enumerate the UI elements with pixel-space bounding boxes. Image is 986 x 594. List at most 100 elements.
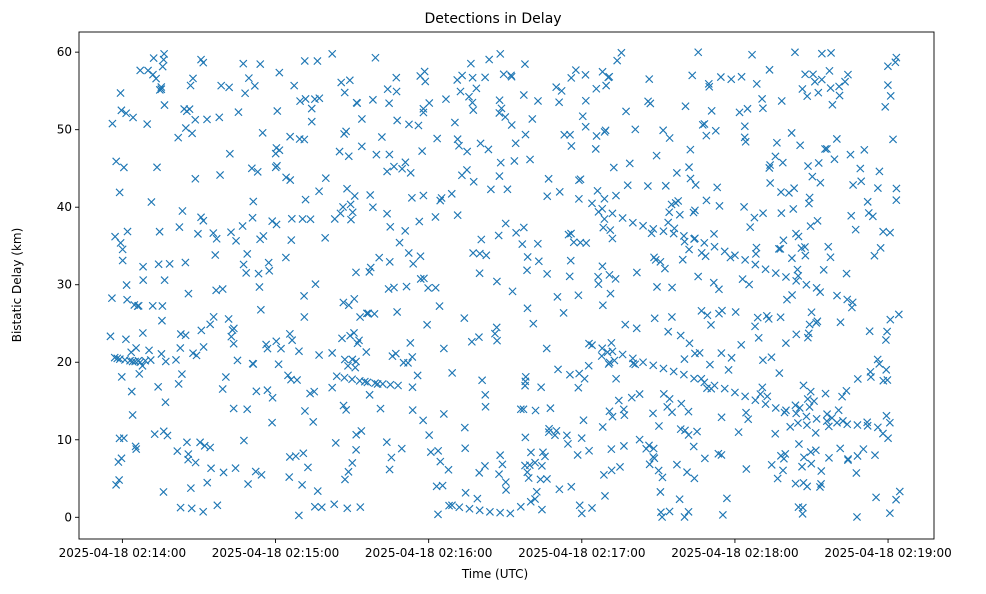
clutter-detection-marker — [385, 257, 394, 266]
clutter-detection-marker — [771, 152, 780, 161]
clutter-detection-marker — [298, 480, 307, 489]
clutter-detection-marker — [469, 177, 478, 186]
clutter-detection-marker — [886, 91, 895, 100]
clutter-detection-marker — [650, 314, 659, 323]
clutter-detection-marker — [492, 277, 501, 286]
clutter-detection-marker — [724, 365, 733, 374]
clutter-detection-marker — [165, 259, 174, 268]
clutter-detection-marker — [340, 475, 349, 484]
clutter-detection-marker — [575, 501, 584, 510]
track-detection-marker — [587, 341, 597, 350]
clutter-detection-marker — [650, 454, 659, 463]
clutter-detection-marker — [495, 108, 504, 117]
clutter-detection-marker — [348, 208, 357, 217]
clutter-detection-marker — [776, 244, 785, 253]
clutter-detection-marker — [196, 438, 205, 447]
clutter-detection-marker — [758, 356, 767, 365]
clutter-detection-marker — [419, 416, 428, 425]
clutter-detection-marker — [225, 83, 234, 92]
clutter-detection-marker — [303, 463, 312, 472]
clutter-detection-marker — [748, 50, 757, 59]
clutter-detection-marker — [675, 495, 684, 504]
clutter-detection-marker — [892, 184, 901, 193]
clutter-detection-marker — [384, 284, 393, 293]
clutter-detection-marker — [823, 410, 832, 419]
clutter-detection-marker — [851, 225, 860, 234]
clutter-detection-marker — [784, 188, 793, 197]
clutter-detection-marker — [263, 344, 272, 353]
clutter-detection-marker — [843, 70, 852, 79]
clutter-detection-marker — [306, 389, 315, 398]
clutter-detection-marker — [806, 387, 815, 396]
track-detection-marker — [843, 295, 852, 304]
clutter-detection-marker — [461, 488, 470, 497]
clutter-detection-marker — [239, 59, 248, 68]
clutter-detection-marker — [472, 84, 481, 93]
clutter-detection-marker — [286, 375, 296, 384]
clutter-detection-marker — [150, 430, 159, 439]
clutter-detection-marker — [838, 392, 847, 401]
clutter-detection-marker — [268, 217, 277, 226]
clutter-detection-marker — [174, 133, 183, 142]
clutter-detection-marker — [508, 287, 517, 296]
track-detection-marker — [659, 227, 668, 236]
clutter-detection-marker — [794, 503, 803, 512]
clutter-detection-marker — [339, 298, 348, 307]
clutter-detection-marker — [365, 267, 374, 276]
clutter-detection-marker — [229, 404, 238, 413]
clutter-detection-marker — [241, 89, 250, 98]
clutter-detection-marker — [144, 66, 153, 75]
clutter-detection-marker — [460, 423, 469, 432]
clutter-detection-marker — [627, 393, 636, 402]
clutter-detection-marker — [532, 487, 541, 496]
clutter-detection-marker — [221, 373, 230, 382]
track-detection-marker — [587, 199, 597, 208]
clutter-detection-marker — [762, 311, 771, 320]
clutter-detection-marker — [180, 105, 189, 114]
clutter-detection-marker — [197, 326, 206, 335]
clutter-detection-marker — [563, 439, 572, 448]
clutter-detection-marker — [115, 434, 124, 443]
clutter-detection-marker — [817, 479, 826, 488]
track-detection-marker — [761, 265, 770, 274]
clutter-detection-marker — [573, 450, 582, 459]
track-detection-marker — [386, 380, 395, 389]
clutter-detection-marker — [694, 48, 703, 57]
clutter-detection-marker — [268, 418, 277, 427]
clutter-detection-marker — [419, 274, 428, 283]
clutter-detection-marker — [511, 139, 520, 148]
clutter-detection-marker — [249, 197, 258, 206]
clutter-detection-marker — [447, 189, 456, 198]
clutter-detection-marker — [585, 446, 594, 455]
clutter-detection-marker — [211, 251, 220, 260]
clutter-detection-marker — [773, 474, 782, 483]
clutter-detection-marker — [414, 121, 423, 130]
track-detection-marker — [445, 501, 454, 510]
clutter-detection-marker — [187, 504, 196, 513]
track-detection-marker — [741, 255, 750, 264]
clutter-detection-marker — [695, 348, 704, 357]
clutter-detection-marker — [355, 336, 364, 345]
clutter-detection-marker — [821, 144, 830, 153]
clutter-detection-marker — [665, 507, 674, 516]
clutter-detection-marker — [718, 510, 727, 519]
clutter-detection-marker — [610, 356, 619, 365]
clutter-detection-marker — [703, 311, 712, 320]
clutter-detection-marker — [816, 178, 825, 187]
clutter-detection-marker — [454, 141, 464, 150]
clutter-detection-marker — [496, 158, 505, 167]
clutter-detection-marker — [181, 124, 190, 133]
clutter-detection-marker — [300, 406, 309, 416]
clutter-detection-marker — [155, 227, 164, 236]
x-axis: 2025-04-18 02:14:00 2025-04-18 02:15:00 20… — [59, 539, 952, 560]
clutter-detection-marker — [870, 451, 880, 460]
clutter-detection-marker — [310, 95, 319, 104]
clutter-detection-marker — [807, 308, 816, 317]
clutter-detection-marker — [846, 150, 855, 159]
clutter-detection-marker — [226, 228, 236, 237]
clutter-detection-marker — [765, 65, 774, 74]
track-detection-marker — [496, 508, 505, 517]
clutter-detection-marker — [526, 155, 535, 164]
clutter-detection-marker — [173, 447, 182, 456]
clutter-detection-marker — [147, 198, 156, 207]
